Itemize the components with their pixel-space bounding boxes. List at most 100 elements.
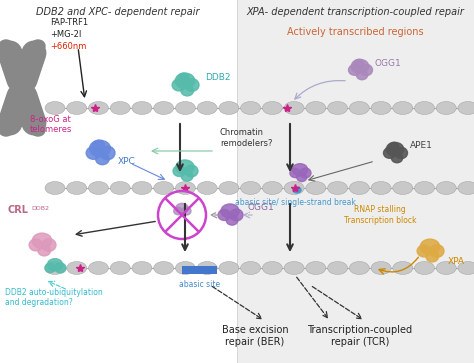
Ellipse shape — [45, 102, 65, 114]
Text: OGG1: OGG1 — [248, 204, 275, 212]
Text: XPC: XPC — [118, 156, 136, 166]
Ellipse shape — [31, 124, 45, 136]
Ellipse shape — [290, 168, 301, 178]
Ellipse shape — [96, 153, 109, 165]
Ellipse shape — [293, 187, 301, 193]
Ellipse shape — [263, 261, 283, 274]
Text: DDB2 and XPC- dependent repair: DDB2 and XPC- dependent repair — [36, 7, 200, 17]
Ellipse shape — [0, 124, 13, 136]
Ellipse shape — [383, 148, 395, 158]
Ellipse shape — [284, 182, 304, 195]
Ellipse shape — [45, 261, 65, 274]
Ellipse shape — [458, 261, 474, 274]
Ellipse shape — [458, 102, 474, 114]
Ellipse shape — [349, 261, 369, 274]
Ellipse shape — [31, 40, 45, 52]
Ellipse shape — [45, 264, 55, 273]
Ellipse shape — [181, 171, 193, 181]
Text: XPA: XPA — [448, 257, 465, 265]
Ellipse shape — [90, 140, 110, 157]
Ellipse shape — [306, 261, 326, 274]
Ellipse shape — [356, 70, 368, 80]
Ellipse shape — [354, 60, 364, 68]
Ellipse shape — [458, 182, 474, 195]
Ellipse shape — [154, 182, 173, 195]
Ellipse shape — [67, 102, 87, 114]
Ellipse shape — [197, 102, 217, 114]
Text: DDB2: DDB2 — [205, 73, 230, 82]
Ellipse shape — [175, 102, 195, 114]
Ellipse shape — [45, 182, 65, 195]
Ellipse shape — [92, 140, 104, 151]
Ellipse shape — [284, 102, 304, 114]
Ellipse shape — [110, 261, 130, 274]
Text: +MG-2I: +MG-2I — [50, 30, 82, 39]
Bar — [237, 0, 474, 363]
Ellipse shape — [0, 40, 13, 52]
Ellipse shape — [395, 147, 408, 159]
Ellipse shape — [306, 182, 326, 195]
Ellipse shape — [173, 166, 185, 176]
Text: XPA- dependent transcription-coupled repair: XPA- dependent transcription-coupled rep… — [246, 7, 464, 17]
Ellipse shape — [415, 102, 435, 114]
Ellipse shape — [132, 182, 152, 195]
Ellipse shape — [175, 182, 195, 195]
Ellipse shape — [197, 261, 217, 274]
Ellipse shape — [175, 73, 195, 89]
Ellipse shape — [417, 245, 430, 257]
Ellipse shape — [154, 102, 173, 114]
Ellipse shape — [42, 239, 56, 251]
Ellipse shape — [420, 239, 440, 254]
Ellipse shape — [178, 73, 189, 83]
Ellipse shape — [110, 182, 130, 195]
Ellipse shape — [173, 207, 182, 215]
Text: DDB2 auto-ubiquitylation
and degradation?: DDB2 auto-ubiquitylation and degradation… — [5, 288, 103, 307]
Text: 8-oxoG at
telomeres: 8-oxoG at telomeres — [30, 115, 73, 134]
Ellipse shape — [306, 102, 326, 114]
Ellipse shape — [348, 65, 361, 75]
Text: Actively transcribed regions: Actively transcribed regions — [287, 27, 423, 37]
Ellipse shape — [297, 173, 307, 182]
Ellipse shape — [132, 261, 152, 274]
Ellipse shape — [349, 102, 369, 114]
Ellipse shape — [241, 182, 261, 195]
Ellipse shape — [436, 182, 456, 195]
Text: abasic site: abasic site — [180, 280, 220, 289]
Ellipse shape — [154, 261, 173, 274]
Ellipse shape — [430, 245, 444, 257]
Text: Chromatin
remodelers?: Chromatin remodelers? — [220, 128, 273, 148]
Ellipse shape — [197, 182, 217, 195]
Ellipse shape — [172, 79, 185, 91]
Ellipse shape — [218, 209, 230, 220]
Ellipse shape — [360, 64, 373, 76]
Ellipse shape — [38, 245, 51, 256]
Ellipse shape — [182, 207, 191, 215]
Ellipse shape — [389, 142, 399, 151]
Ellipse shape — [15, 83, 29, 93]
Ellipse shape — [415, 261, 435, 274]
Text: CRL: CRL — [8, 205, 29, 215]
Ellipse shape — [392, 153, 402, 163]
Ellipse shape — [371, 261, 391, 274]
Ellipse shape — [241, 102, 261, 114]
Ellipse shape — [393, 102, 413, 114]
Ellipse shape — [426, 251, 438, 262]
Ellipse shape — [219, 182, 239, 195]
Ellipse shape — [241, 261, 261, 274]
Ellipse shape — [86, 147, 100, 159]
Ellipse shape — [328, 261, 347, 274]
Ellipse shape — [100, 146, 115, 160]
Text: abasic site/ single-strand break: abasic site/ single-strand break — [235, 198, 356, 207]
Ellipse shape — [67, 182, 87, 195]
Bar — [182, 266, 217, 274]
Ellipse shape — [176, 203, 188, 213]
Text: RNAP stalling
Transcription block: RNAP stalling Transcription block — [344, 205, 416, 225]
Ellipse shape — [386, 142, 404, 156]
Ellipse shape — [47, 259, 63, 271]
Text: Transcription-coupled
repair (TCR): Transcription-coupled repair (TCR) — [308, 325, 412, 347]
Ellipse shape — [415, 182, 435, 195]
Ellipse shape — [89, 182, 109, 195]
Ellipse shape — [263, 182, 283, 195]
Ellipse shape — [110, 102, 130, 114]
Ellipse shape — [89, 261, 109, 274]
